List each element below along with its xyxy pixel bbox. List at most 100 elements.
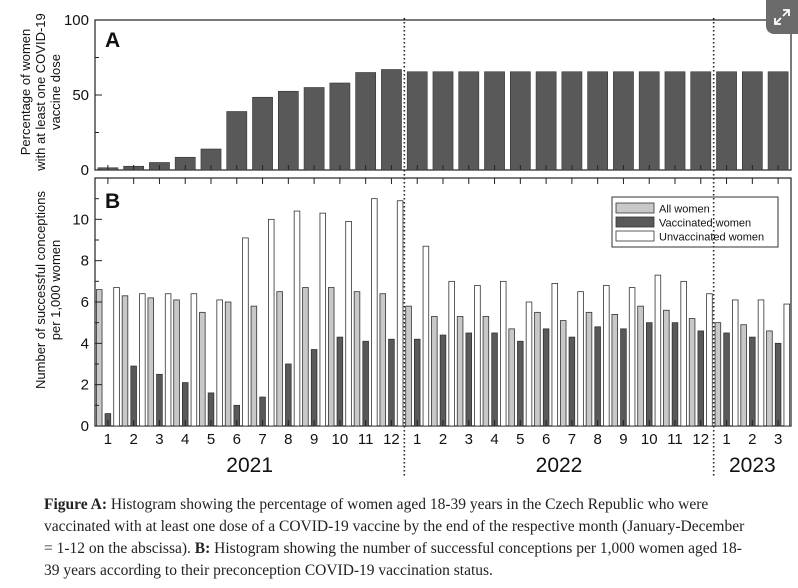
month-label: 3 bbox=[774, 431, 782, 448]
panel-b-bar bbox=[542, 328, 550, 427]
panel-b-ylabel-line: per 1,000 women bbox=[48, 240, 63, 340]
panel-b-bar bbox=[396, 200, 404, 427]
panel-b-bar bbox=[517, 340, 524, 427]
panel-a-bar bbox=[716, 71, 737, 171]
panel-b-bar bbox=[181, 382, 189, 427]
month-label: 2 bbox=[439, 431, 447, 448]
month-label: 7 bbox=[258, 431, 266, 448]
caption-text-b: Histogram showing the number of successf… bbox=[44, 540, 742, 579]
panel-b-bar bbox=[654, 274, 662, 427]
panel-b-bar bbox=[491, 332, 498, 427]
month-label: 5 bbox=[516, 431, 524, 448]
month-label: 4 bbox=[490, 431, 498, 448]
panel-b-bar bbox=[113, 287, 120, 427]
panel-b-bar bbox=[688, 318, 696, 427]
panel-b-bar bbox=[663, 309, 670, 427]
panel-b-bar bbox=[422, 245, 430, 427]
legend-swatch bbox=[615, 202, 655, 214]
panel-b-bar bbox=[456, 316, 464, 427]
panel-b-bar bbox=[731, 299, 739, 427]
panel-b-ytick-label: 0 bbox=[81, 418, 89, 435]
panel-b-bar bbox=[121, 295, 129, 427]
panel-b-bar bbox=[405, 305, 412, 427]
panel-b-bar bbox=[353, 291, 361, 427]
month-label: 1 bbox=[722, 431, 730, 448]
panel-a-ytick-label: 100 bbox=[64, 12, 89, 29]
panel-b-bar bbox=[783, 303, 791, 427]
panel-a-bar bbox=[638, 71, 660, 171]
panel-a-bar bbox=[561, 71, 583, 171]
panel-b-ytick-label: 4 bbox=[81, 335, 89, 352]
panel-a-bar bbox=[458, 71, 480, 171]
panel-a-bar bbox=[767, 71, 789, 171]
month-label: 6 bbox=[233, 431, 241, 448]
panel-b-bar bbox=[345, 220, 352, 427]
panel-b-ylabel-line: Number of successful conceptions bbox=[33, 191, 48, 389]
month-label: 12 bbox=[383, 431, 400, 448]
panel-b-bar bbox=[499, 280, 507, 427]
panel-b-bar bbox=[766, 330, 773, 427]
panel-b-bar bbox=[620, 328, 627, 427]
month-label: 8 bbox=[284, 431, 292, 448]
panel-b-bar bbox=[706, 293, 713, 427]
panel-b-bar bbox=[327, 287, 335, 427]
panel-a-bar bbox=[741, 71, 763, 171]
panel-b-bar bbox=[267, 218, 275, 427]
expand-button[interactable] bbox=[766, 0, 798, 34]
panel-a-label: A bbox=[105, 29, 120, 52]
panel-b-ylabel: Number of successful conceptionsper 1,00… bbox=[33, 191, 63, 389]
panel-b-bar bbox=[173, 299, 180, 427]
caption-text-a: Histogram showing the percentage of wome… bbox=[44, 496, 745, 557]
panel-b-bar bbox=[637, 305, 644, 427]
panel-a-bar bbox=[690, 71, 712, 171]
panel-b-bar bbox=[216, 299, 223, 427]
panel-a-bar bbox=[226, 111, 248, 171]
panel-a-bar bbox=[587, 71, 609, 171]
legend-label: Vaccinated women bbox=[659, 218, 751, 230]
panel-a-bar bbox=[277, 90, 299, 171]
panel-b-bar bbox=[310, 349, 318, 427]
panel-b-bar bbox=[534, 311, 541, 427]
panel-a-bar bbox=[432, 71, 454, 171]
panel-b-bar bbox=[525, 301, 533, 427]
panel-b-bar bbox=[585, 311, 593, 427]
month-label: 5 bbox=[207, 431, 215, 448]
panel-b-bar bbox=[603, 285, 610, 427]
panel-b-bar bbox=[431, 316, 438, 427]
panel-b-bar bbox=[465, 332, 473, 427]
month-label: 4 bbox=[181, 431, 189, 448]
year-label: 2022 bbox=[536, 454, 583, 477]
month-label: 3 bbox=[155, 431, 163, 448]
legend-label: Unvaccinated women bbox=[659, 232, 764, 244]
panel-a-bar bbox=[381, 69, 402, 171]
month-label: 1 bbox=[104, 431, 112, 448]
panel-b-ytick-label: 6 bbox=[81, 294, 89, 311]
panel-a-bar bbox=[303, 87, 325, 171]
month-label: 2 bbox=[129, 431, 137, 448]
panel-b-bar bbox=[482, 316, 490, 427]
month-label: 3 bbox=[465, 431, 473, 448]
legend-label: All women bbox=[659, 204, 710, 216]
panel-b-bar bbox=[362, 340, 369, 427]
panel-b-bar bbox=[448, 280, 455, 427]
panel-b-bar bbox=[147, 297, 155, 427]
panel-b-bar bbox=[559, 320, 567, 427]
panel-b-bar bbox=[723, 332, 730, 427]
legend: All women Vaccinated women Unvaccinated wo… bbox=[611, 196, 779, 248]
panel-a-bar bbox=[252, 96, 273, 171]
chart-panel-a: 0 50 100 A Percentage of womenwith at least … bbox=[18, 12, 792, 179]
panel-b-bar bbox=[697, 330, 705, 427]
panel-a-bar bbox=[355, 72, 377, 171]
panel-a-bar bbox=[509, 71, 531, 171]
panel-b-ytick-label: 8 bbox=[81, 253, 89, 270]
panel-b-bar bbox=[276, 291, 283, 427]
panel-b-bar bbox=[336, 336, 344, 427]
panel-b-bar bbox=[611, 313, 619, 427]
month-label: 10 bbox=[332, 431, 349, 448]
month-label: 7 bbox=[568, 431, 576, 448]
panel-b-bar bbox=[319, 212, 327, 427]
month-label: 10 bbox=[641, 431, 658, 448]
panel-a-bar bbox=[664, 71, 686, 171]
panel-a-bar bbox=[535, 71, 557, 171]
